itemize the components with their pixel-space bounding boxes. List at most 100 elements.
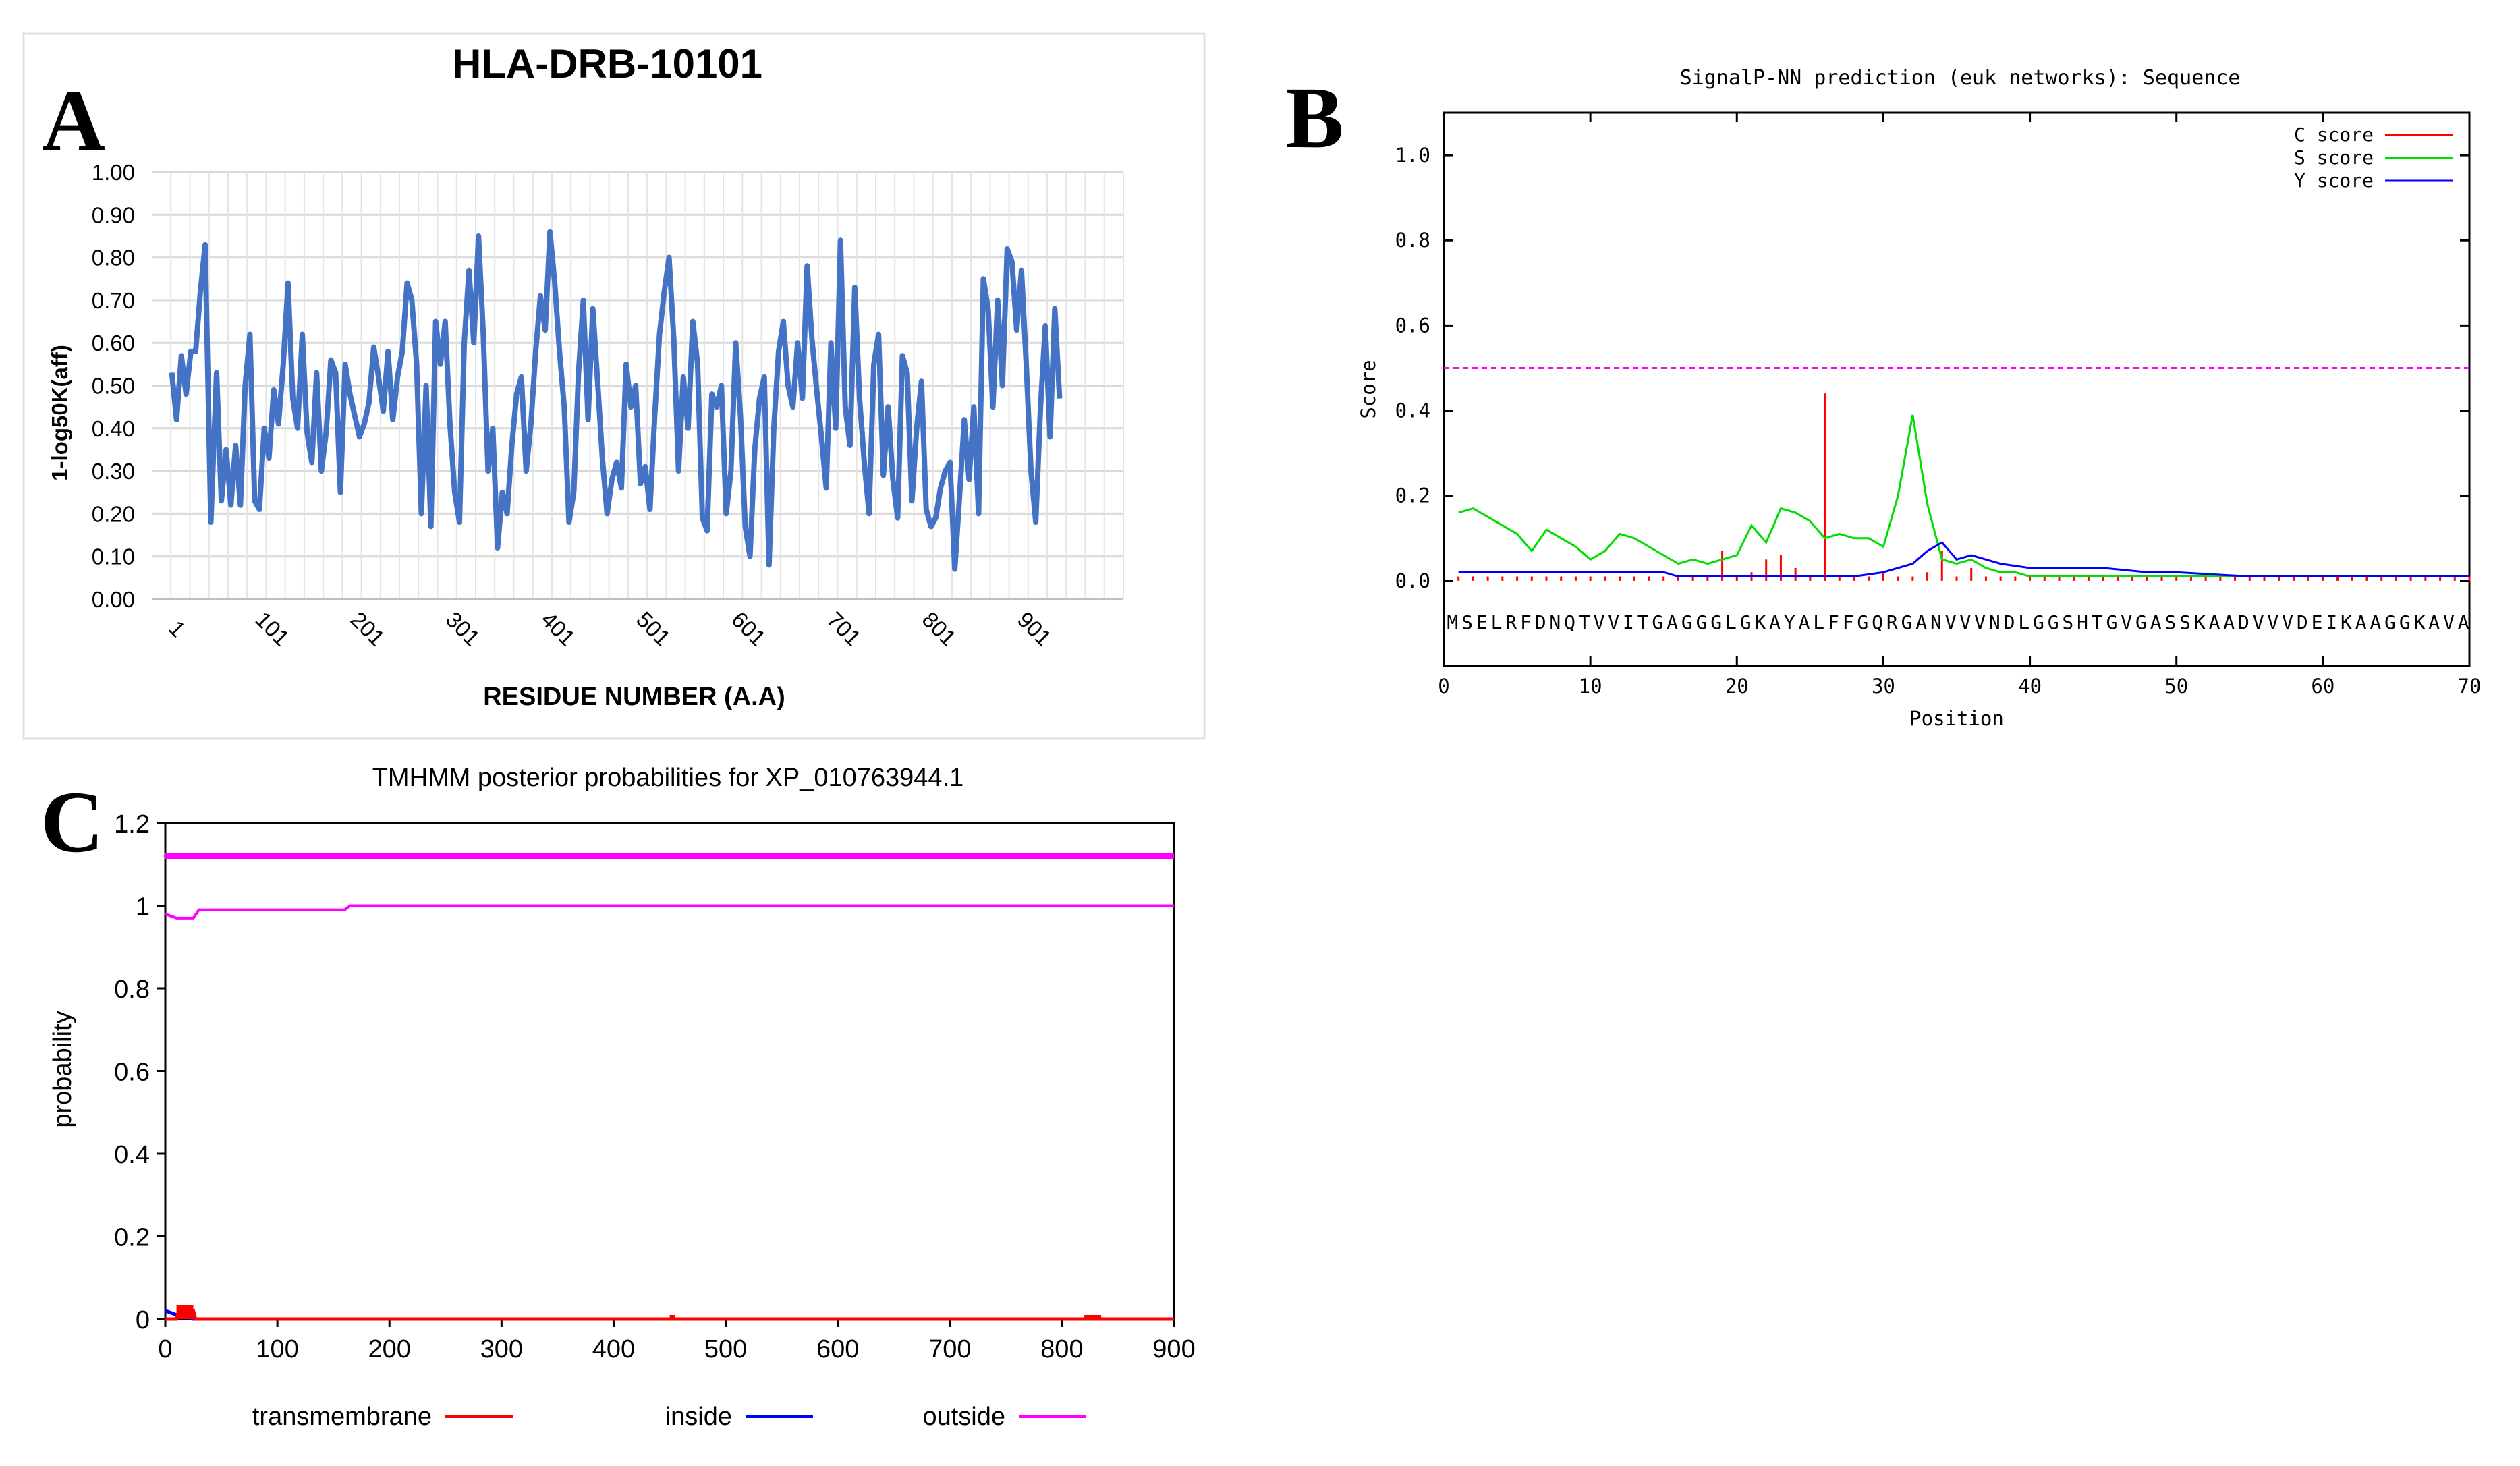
- panel-b-sequence-letter: G: [1901, 611, 1913, 633]
- panel-a-x-label: RESIDUE NUMBER (A.A): [483, 683, 785, 711]
- panel-a-y-tick-label: 0.90: [92, 202, 135, 227]
- panel-a-data-point: [673, 338, 675, 339]
- panel-b-sequence-letter: A: [1799, 611, 1810, 633]
- panel-a-data-point: [725, 513, 727, 514]
- panel-a-data-point: [930, 526, 932, 527]
- panel-a-data-point: [644, 466, 646, 468]
- panel-b-y-score-line: [1458, 541, 2469, 578]
- panel-b-sequence-letter: L: [2018, 611, 2029, 633]
- panel-a-data-point: [521, 376, 522, 378]
- panel-b-legend-label: C score: [2294, 123, 2374, 146]
- panel-c-y-tick-label: 0.4: [114, 1141, 150, 1169]
- panel-a-data-point: [478, 235, 479, 237]
- panel-b-sequence-letter: V: [1974, 611, 1986, 633]
- panel-b-sequence-letter: A: [2428, 611, 2440, 633]
- panel-b-y-tick-label: 1.0: [1395, 144, 1430, 167]
- panel-b-sequence-letter: V: [2267, 611, 2278, 633]
- panel-c-letter: C: [40, 774, 104, 871]
- panel-c-y-tick-label: 1.2: [114, 810, 150, 839]
- panel-b-sequence-letter: L: [1725, 611, 1737, 633]
- panel-a-data-point: [849, 445, 851, 446]
- panel-a-data-point: [897, 517, 898, 519]
- panel-c-x-tick-label: 600: [816, 1335, 859, 1363]
- panel-b-sequence-letter: D: [2297, 611, 2308, 633]
- panel-b-y-tick-label: 0.2: [1395, 484, 1430, 507]
- panel-a-data-point: [678, 470, 679, 472]
- panel-b-sequence-letter: E: [1476, 611, 1488, 633]
- panel-c-y-tick-label: 0.6: [114, 1059, 150, 1087]
- panel-a-data-point: [721, 385, 722, 386]
- panel-a-data-point: [949, 461, 951, 463]
- panel-c-legend: transmembrane inside outside: [252, 1403, 1086, 1431]
- panel-b-legend-label: S score: [2294, 146, 2374, 169]
- panel-a-data-point: [611, 479, 613, 480]
- panel-b-sequence-letter: G: [2106, 611, 2118, 633]
- panel-b-sequence-letter: F: [1520, 611, 1532, 633]
- panel-b-c-score-bars: [1457, 393, 2471, 581]
- panel-a-data-point: [878, 334, 879, 335]
- panel-b-x-label: Position: [1909, 707, 2004, 730]
- panel-c-x-tick-label: 900: [1152, 1335, 1195, 1363]
- panel-b-sequence-letter: T: [1579, 611, 1590, 633]
- panel-a-y-ticks: 0.00 0.10 0.20 0.30 0.40 0.50 0.60 0.70 0.80 0.90…: [92, 160, 135, 612]
- panel-c-outside-line: [165, 904, 1174, 920]
- panel-a-data-point: [978, 513, 979, 514]
- panel-a-data-point: [1030, 470, 1032, 472]
- panel-b-y-tick-label: 0.6: [1395, 314, 1430, 337]
- panel-a-data-point: [664, 291, 665, 292]
- panel-b-sequence-letter: G: [2033, 611, 2044, 633]
- panel-a-data-point: [292, 397, 293, 399]
- panel-a-data-point: [225, 449, 227, 450]
- panel-a-data-point: [1016, 329, 1017, 331]
- panel-a-data-point: [692, 321, 694, 322]
- panel-c-title: TMHMM posterior probabilities for XP_010…: [372, 764, 964, 792]
- panel-b-sequence-letter: G: [1740, 611, 1752, 633]
- panel-a-data-point: [430, 526, 432, 527]
- panel-c-plot-frame: [164, 822, 1175, 1320]
- panel-a-data-point: [171, 372, 173, 374]
- panel-a: A HLA-DRB-10101 0.00 0.10 0.20 0.30 0.40 0.50…: [22, 32, 1206, 740]
- panel-a-data-point: [787, 385, 789, 386]
- panel-b-sequence-letter: V: [2282, 611, 2293, 633]
- panel-a-data-point: [868, 513, 870, 514]
- panel-b-sequence-letter: G: [1681, 611, 1693, 633]
- panel-a-data-point: [968, 479, 970, 480]
- panel-a-data-point: [578, 372, 579, 374]
- panel-a-data-point: [597, 380, 598, 382]
- panel-c-x-ticks: 0 100 200 300 400 500 600 700 800 900: [158, 1319, 1196, 1363]
- panel-a-data-point: [1059, 397, 1060, 399]
- panel-c-legend-label: outside: [922, 1403, 1005, 1431]
- panel-a-data-point: [739, 415, 741, 416]
- panel-c-transmembrane-mark: [176, 1305, 194, 1319]
- panel-b-sequence-letter: V: [2121, 611, 2132, 633]
- panel-a-data-point: [883, 474, 884, 476]
- panel-a-data-point: [302, 334, 303, 335]
- panel-b-sequence-letter: N: [1930, 611, 1942, 633]
- panel-a-data-point: [602, 457, 603, 459]
- panel-a-data-point: [754, 449, 756, 450]
- panel-b-sequence-letter: L: [1813, 611, 1824, 633]
- panel-a-y-label: 1-log50K(aff): [47, 345, 72, 481]
- panel-c-x-tick-label: 300: [480, 1335, 523, 1363]
- panel-a-letter: A: [42, 72, 105, 169]
- panel-a-data-point: [259, 509, 260, 510]
- panel-b-sequence-letter: F: [1828, 611, 1839, 633]
- panel-b-sequence-letter: Q: [1564, 611, 1575, 633]
- panel-b-x-tick-label: 70: [2458, 675, 2482, 698]
- panel-a-data-point: [1049, 436, 1051, 437]
- panel-b-letter: B: [1285, 69, 1344, 167]
- panel-b-sequence-letter: S: [1461, 611, 1473, 633]
- panel-c-y-tick-label: 0.8: [114, 976, 150, 1004]
- panel-c-y-tick-label: 1: [136, 893, 150, 922]
- panel-c-x-tick-label: 500: [704, 1335, 747, 1363]
- panel-b-sequence-letter: A: [2223, 611, 2235, 633]
- panel-c-x-tick-label: 0: [158, 1335, 172, 1363]
- panel-a-data-point: [459, 521, 460, 523]
- panel-b-sequence-letter: A: [2209, 611, 2220, 633]
- panel-b-x-tick-label: 40: [2018, 675, 2042, 698]
- panel-a-data-point: [349, 393, 351, 395]
- panel-b-x-tick-label: 10: [1579, 675, 1602, 698]
- panel-a-y-tick-label: 0.20: [92, 501, 135, 526]
